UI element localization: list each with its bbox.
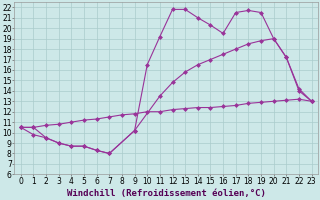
X-axis label: Windchill (Refroidissement éolien,°C): Windchill (Refroidissement éolien,°C) xyxy=(67,189,266,198)
